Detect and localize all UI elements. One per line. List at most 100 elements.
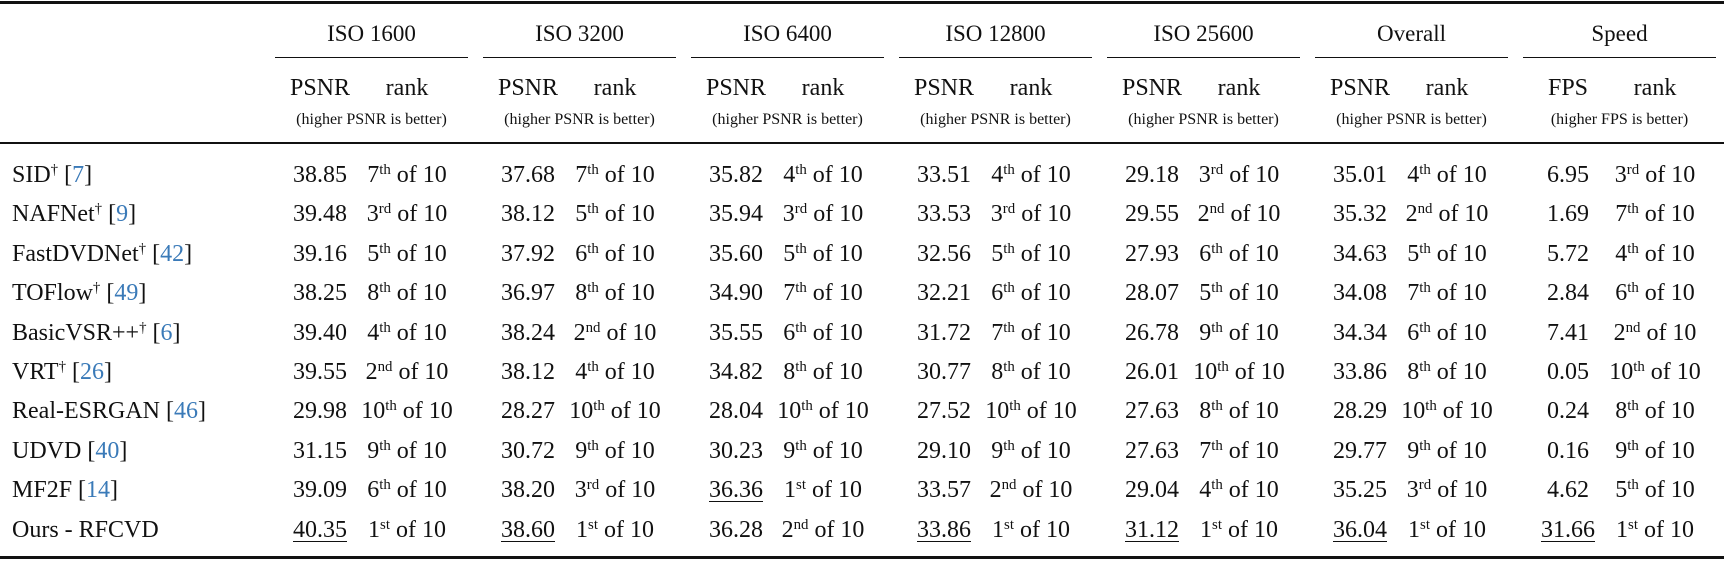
metric-header: FPS [1547,75,1589,101]
score: 28.04 [709,398,763,425]
metric-header: PSNR [1329,75,1391,101]
method-name: MF2F [14] [12,478,118,502]
rank: 5th of 10 [1615,478,1695,503]
group-header: Overall [1377,20,1446,46]
cite-number: 6 [160,319,173,346]
cite-bracket: [ [108,201,117,228]
rank-total: of 10 [812,359,863,385]
cite-bracket: [ [78,477,87,504]
rank: 3rd of 10 [575,478,655,503]
score: 29.55 [1125,201,1179,228]
rank-number: 8 [783,359,796,385]
rank-header: rank [1633,75,1677,101]
rank-number: 3 [366,201,379,228]
score: 27.63 [1125,398,1179,425]
rank-total: of 10 [818,398,869,425]
rank-total: of 10 [1227,516,1278,543]
method-name: VRT† [26] [12,359,112,384]
rank-total: of 10 [1021,201,1072,228]
method: NAFNet [12,201,95,228]
method-name: BasicVSR++† [6] [12,319,181,346]
rank-total: of 10 [606,319,657,346]
rank-number: 5 [1407,240,1420,267]
score: 29.18 [1125,162,1179,188]
score: 33.86 [917,516,971,543]
rank-suffix: th [593,398,605,415]
rank: 3rd of 10 [1407,478,1487,503]
rank: 2nd of 10 [990,477,1073,503]
rank-suffix: nd [1001,477,1017,494]
rank-suffix: th [1419,319,1431,336]
rank-total: of 10 [1436,280,1487,307]
method: BasicVSR++ [12,319,140,346]
rank: 10th of 10 [569,398,661,425]
rank-suffix: th [1003,240,1015,257]
score: 35.01 [1333,162,1387,188]
rank: 6th of 10 [1199,241,1279,266]
rank: 8th of 10 [1407,359,1487,384]
rank-suffix: th [1419,437,1431,454]
score: 7.41 [1547,319,1589,346]
rank-total: of 10 [1643,516,1694,543]
rank-number: 4 [1407,162,1420,188]
cite-number: 46 [173,398,198,425]
rank-suffix: th [379,437,391,454]
rank: 1st of 10 [1200,516,1278,543]
rank-suffix: st [1628,516,1638,533]
cite-bracket: ] [172,319,181,346]
rank-suffix: th [587,358,599,375]
rank-suffix: th [1627,201,1639,218]
score: 38.12 [501,359,555,385]
rank-suffix: st [1212,516,1222,533]
rank-total: of 10 [604,437,655,464]
rank-suffix: th [587,161,599,178]
score: 29.10 [917,437,971,464]
rank: 1st of 10 [784,478,862,503]
rank-number: 4 [1199,477,1212,504]
rank: 6th of 10 [991,281,1071,306]
rank-total: of 10 [610,398,661,425]
cite-bracket: ] [84,162,93,188]
group-header: ISO 1600 [327,20,416,46]
rank-suffix: th [1419,240,1431,257]
rank-suffix: th [1419,161,1431,178]
rank: 10th of 10 [1401,398,1493,425]
rank-number: 7 [1407,280,1420,307]
score: 36.97 [501,280,555,307]
rank-number: 7 [991,319,1004,346]
rank: 1st of 10 [1616,516,1694,543]
rank-suffix: nd [1625,319,1641,336]
rank-total: of 10 [1020,162,1071,188]
rank-number: 6 [1407,319,1420,346]
score: 37.68 [501,162,555,188]
rank-total: of 10 [1228,437,1279,464]
rank-suffix: th [801,398,813,415]
rank-suffix: th [1003,319,1015,336]
rank: 9th of 10 [1615,438,1695,463]
rank-number: 9 [575,437,588,464]
score: 38.60 [501,516,555,543]
metric-header: PSNR [1121,75,1183,101]
rank-number: 10 [777,398,802,425]
rank: 5th of 10 [367,241,447,266]
rank-suffix: th [795,161,807,178]
score: 29.77 [1333,437,1387,464]
rule [0,556,1724,559]
rank-total: of 10 [1436,437,1487,464]
group-header: ISO 3200 [535,20,624,46]
rank-suffix: th [795,240,807,257]
cite-number: 14 [86,477,111,504]
rank-total: of 10 [1436,240,1487,267]
rank-number: 10 [1401,398,1426,425]
rank-suffix: th [795,358,807,375]
rank-total: of 10 [812,280,863,307]
cite-bracket: ] [119,437,128,464]
method: Real-ESRGAN [12,398,160,425]
metric-note: (higher PSNR is better) [1128,111,1279,128]
rank-number: 3 [782,201,795,228]
score: 39.48 [293,201,347,228]
rank-suffix: th [385,398,397,415]
rank-total: of 10 [1234,359,1285,385]
cite-bracket: [ [106,280,115,307]
method: UDVD [12,437,82,464]
